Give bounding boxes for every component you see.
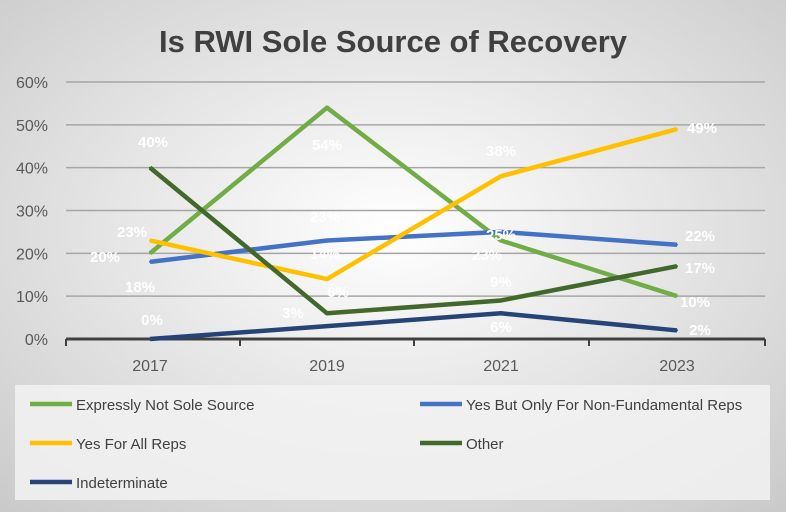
data-label: 22%: [685, 228, 715, 245]
data-point: [500, 239, 502, 242]
data-point: [500, 299, 502, 302]
data-point: [149, 338, 151, 340]
series-line: [149, 126, 678, 282]
data-point: [326, 312, 328, 315]
legend-label: Other: [466, 436, 504, 453]
data-point: [500, 175, 502, 178]
x-tick-label: 2021: [483, 358, 519, 375]
data-point: [149, 166, 151, 169]
x-tick-label: 2023: [659, 358, 695, 375]
data-point: [500, 312, 502, 315]
data-point: [326, 278, 328, 281]
data-label: 10%: [680, 294, 710, 311]
y-tick-label: 30%: [16, 204, 48, 221]
y-tick-label: 60%: [16, 75, 48, 92]
legend-box: [15, 385, 770, 500]
data-label: 38%: [486, 143, 516, 160]
chart-title: Is RWI Sole Source of Recovery: [159, 24, 628, 59]
legend-label: Yes For All Reps: [76, 436, 186, 453]
y-tick-label: 50%: [16, 118, 48, 135]
data-point: [149, 260, 151, 263]
data-label: 14%: [310, 246, 340, 263]
x-tick-label: 2017: [132, 358, 168, 375]
data-label: 23%: [117, 224, 147, 241]
data-label: 49%: [687, 120, 717, 137]
data-point: [676, 243, 678, 246]
series-line: [149, 311, 678, 342]
legend-label: Indeterminate: [76, 475, 168, 492]
x-tick-label: 2019: [309, 358, 345, 375]
data-label: 54%: [312, 137, 342, 154]
data-point: [326, 325, 328, 328]
series-line: [148, 105, 678, 299]
data-label: 18%: [125, 279, 155, 296]
data-point: [149, 239, 151, 242]
data-label: 9%: [490, 274, 512, 291]
data-point: [676, 265, 678, 268]
data-label: 23%: [310, 209, 340, 226]
data-point: [676, 329, 678, 332]
data-point: [676, 295, 678, 298]
series-line: [148, 165, 678, 316]
data-point: [326, 239, 328, 242]
data-label: 23%: [472, 247, 502, 264]
data-point: [676, 128, 678, 131]
series-line: [149, 229, 678, 265]
data-label: 20%: [90, 249, 120, 266]
y-tick-label: 10%: [16, 289, 48, 306]
data-label: 25%: [486, 227, 516, 244]
legend-label: Yes But Only For Non-Fundamental Reps: [466, 397, 742, 414]
data-point: [149, 252, 151, 255]
y-tick-label: 40%: [16, 161, 48, 178]
data-label: 0%: [141, 312, 163, 329]
y-tick-label: 20%: [16, 246, 48, 263]
y-tick-label: 0%: [25, 332, 48, 349]
data-point: [500, 230, 502, 233]
data-label: 40%: [138, 134, 168, 151]
data-label: 6%: [327, 284, 349, 301]
data-point: [326, 106, 328, 109]
data-label: 17%: [685, 260, 715, 277]
legend-label: Expressly Not Sole Source: [76, 397, 254, 414]
data-label: 3%: [282, 305, 304, 322]
data-label: 2%: [689, 322, 711, 339]
data-label: 6%: [490, 319, 512, 336]
